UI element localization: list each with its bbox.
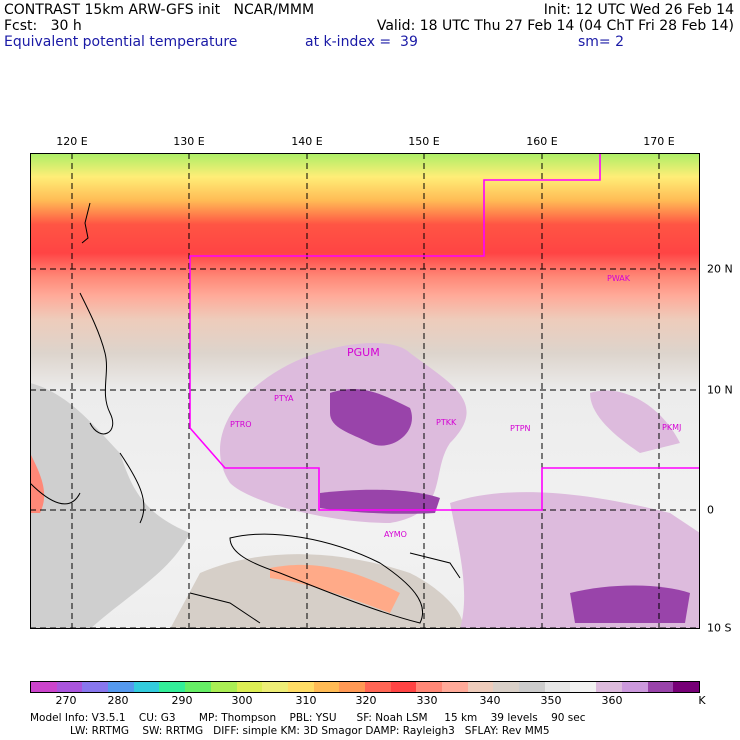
colorbar-swatch — [210, 682, 237, 692]
cbar-tick-300: 300 — [231, 694, 253, 707]
forecast-hour: Fcst: 30 h — [4, 18, 82, 34]
colorbar-swatch — [416, 682, 442, 692]
colorbar-swatch — [262, 682, 288, 692]
station-pwak: PWAK — [607, 274, 631, 283]
colorbar-swatch — [236, 682, 263, 692]
moist-core-central — [330, 388, 412, 446]
cbar-tick-360: 360 — [601, 694, 623, 707]
colorbar-swatch — [159, 682, 186, 692]
lat-label-0: 0 — [707, 503, 714, 517]
coastlines — [30, 202, 461, 624]
cbar-tick-350: 350 — [540, 694, 562, 707]
colorbar-swatch — [133, 682, 160, 692]
lon-label-130: 130 E — [173, 135, 205, 148]
colorbar-swatch — [339, 682, 365, 692]
lon-label-170: 170 E — [643, 135, 675, 148]
cbar-tick-290: 290 — [171, 694, 193, 707]
cbar-tick-320: 320 — [355, 694, 377, 707]
colorbar-swatch — [519, 682, 545, 692]
colorbar-swatch — [570, 682, 597, 692]
new-guinea-warm — [270, 564, 400, 613]
cbar-tick-280: 280 — [107, 694, 129, 707]
colorbar-swatch — [108, 682, 134, 692]
colorbar-swatch — [442, 682, 468, 692]
init-time: Init: 12 UTC Wed 26 Feb 14 — [543, 2, 734, 18]
colorbar-swatch — [596, 682, 622, 692]
lon-label-150: 150 E — [408, 135, 440, 148]
moist-region-east — [590, 390, 680, 453]
cbar-tick-310: 310 — [295, 694, 317, 707]
cbar-tick-330: 330 — [416, 694, 438, 707]
colorbar-swatch — [82, 682, 109, 692]
lat-label-10n: 10 N — [707, 383, 733, 397]
colorbar-swatch — [390, 682, 417, 692]
nested-domain-outline — [189, 153, 700, 511]
colorbar-swatch — [467, 682, 494, 692]
dry-air-region — [30, 383, 190, 629]
cbar-tick-270: 270 — [55, 694, 77, 707]
level-index: at k-index = 39 — [305, 34, 418, 50]
lon-label-160: 160 E — [526, 135, 558, 148]
colorbar-swatch — [673, 682, 699, 692]
station-ptkk: PTKK — [436, 418, 457, 427]
moist-core-southeast — [570, 585, 690, 623]
station-ptpn: PTPN — [510, 424, 531, 433]
station-ptro: PTRO — [230, 420, 252, 429]
map-canvas — [30, 153, 700, 629]
station-pgum: PGUM — [347, 346, 380, 359]
colorbar-swatch — [313, 682, 340, 692]
colorbar-swatch — [647, 682, 674, 692]
station-ptya: PTYA — [274, 394, 294, 403]
moist-core-equator — [320, 489, 440, 514]
colorbar-swatch — [364, 682, 391, 692]
smoothing: sm= 2 — [578, 34, 625, 50]
map-frame — [30, 153, 700, 629]
lon-label-140: 140 E — [291, 135, 323, 148]
valid-time: Valid: 18 UTC Thu 27 Feb 14 (04 ChT Fri … — [376, 18, 734, 34]
moist-region-central — [220, 343, 467, 523]
colorbar-swatch — [185, 682, 211, 692]
station-pkmj: PKMJ — [662, 423, 682, 432]
model-info-line2: LW: RRTMG SW: RRTMG DIFF: simple KM: 3D … — [30, 725, 550, 737]
colorbar-swatch — [56, 682, 83, 692]
station-aymo: AYMO — [384, 530, 407, 539]
cbar-unit: K — [698, 694, 706, 707]
warm-spot — [30, 453, 45, 513]
colorbar-swatch — [493, 682, 520, 692]
cbar-tick-340: 340 — [479, 694, 501, 707]
colorbar — [30, 681, 700, 693]
lon-label-120: 120 E — [56, 135, 88, 148]
model-info-line1: Model Info: V3.5.1 CU: G3 MP: Thompson P… — [30, 712, 586, 724]
lat-label-20n: 20 N — [707, 262, 733, 276]
field-name: Equivalent potential temperature — [4, 34, 238, 50]
colorbar-swatch — [31, 682, 57, 692]
colorbar-swatch — [621, 682, 648, 692]
colorbar-swatch — [544, 682, 571, 692]
theta-e-map — [30, 153, 700, 629]
model-title: CONTRAST 15km ARW-GFS init NCAR/MMM — [4, 2, 315, 18]
colorbar-swatch — [287, 682, 314, 692]
lat-label-10s: 10 S — [707, 621, 732, 635]
